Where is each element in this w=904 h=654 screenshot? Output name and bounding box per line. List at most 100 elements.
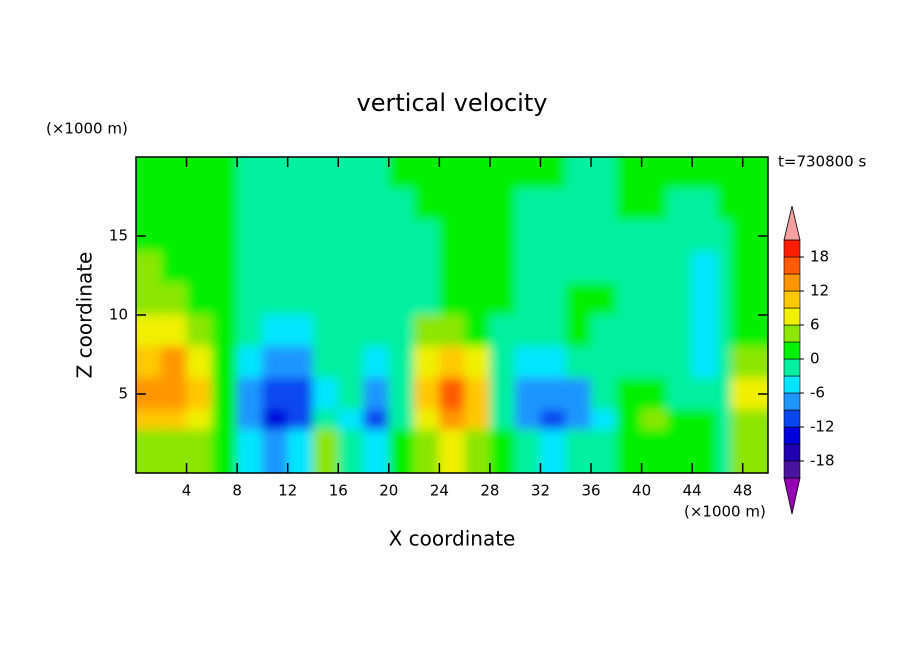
field-cell bbox=[489, 346, 516, 379]
field-cell bbox=[388, 188, 415, 221]
field-cell bbox=[666, 314, 693, 347]
field-cell bbox=[641, 314, 668, 347]
field-cell bbox=[363, 219, 390, 253]
field-cell bbox=[641, 377, 668, 411]
field-cell bbox=[413, 346, 440, 379]
field-cell bbox=[287, 346, 314, 379]
field-cell bbox=[161, 429, 187, 473]
field-cell bbox=[565, 251, 592, 284]
field-cell bbox=[666, 188, 693, 221]
field-cell bbox=[312, 314, 339, 347]
field-cell bbox=[514, 251, 541, 284]
field-cell bbox=[413, 377, 440, 411]
field-cell bbox=[388, 314, 415, 347]
colorbar-band bbox=[783, 375, 801, 394]
x-tick-label: 4 bbox=[182, 482, 192, 500]
field-cell bbox=[730, 346, 768, 379]
field-cell bbox=[262, 429, 288, 473]
field-cell bbox=[439, 377, 465, 411]
colorbar-band bbox=[783, 273, 801, 292]
colorbar-tick-label: -6 bbox=[810, 384, 825, 402]
field-cell bbox=[489, 283, 516, 316]
x-tick-label: 8 bbox=[232, 482, 242, 500]
field-cell bbox=[211, 346, 238, 379]
field-cell bbox=[337, 377, 364, 411]
field-cell bbox=[464, 314, 491, 347]
field-cell bbox=[540, 346, 567, 379]
colorbar-tick-label: -12 bbox=[810, 418, 835, 436]
field-cell bbox=[691, 377, 718, 411]
field-cell bbox=[388, 429, 415, 473]
field-cell bbox=[287, 314, 314, 347]
x-tick-label: 20 bbox=[379, 482, 398, 500]
field-cell bbox=[540, 188, 567, 221]
field-cell bbox=[388, 346, 415, 379]
field-cell bbox=[666, 377, 693, 411]
x-tick-label: 12 bbox=[278, 482, 297, 500]
field-cell bbox=[514, 188, 541, 221]
field-cell bbox=[211, 283, 238, 316]
field-cell bbox=[565, 188, 592, 221]
field-cell bbox=[616, 219, 642, 253]
field-cell bbox=[262, 314, 288, 347]
x-tick-label: 44 bbox=[683, 482, 702, 500]
field-cell bbox=[186, 314, 213, 347]
field-cell bbox=[641, 346, 668, 379]
field-cell bbox=[287, 251, 314, 284]
colorbar-tick-label: -18 bbox=[810, 452, 835, 470]
field-cell bbox=[413, 188, 440, 221]
field-cell bbox=[262, 346, 288, 379]
field-cell bbox=[730, 188, 768, 221]
field-cell bbox=[312, 219, 339, 253]
field-cell bbox=[540, 219, 567, 253]
field-cell bbox=[186, 251, 213, 284]
colorbar-band bbox=[783, 409, 801, 428]
field-cell bbox=[337, 188, 364, 221]
field-cell bbox=[236, 188, 263, 221]
field-cell bbox=[236, 283, 263, 316]
field-cell bbox=[161, 314, 187, 347]
field-cell bbox=[691, 188, 718, 221]
field-cell bbox=[540, 314, 567, 347]
field-cell bbox=[312, 429, 339, 473]
field bbox=[136, 157, 768, 473]
field-cell bbox=[666, 429, 693, 473]
field-cell bbox=[464, 346, 491, 379]
colorbar-band bbox=[783, 460, 801, 479]
field-cell bbox=[439, 188, 465, 221]
field-cell bbox=[666, 219, 693, 253]
colorbar-band bbox=[783, 239, 801, 258]
field-cell bbox=[730, 251, 768, 284]
field-cell bbox=[236, 314, 263, 347]
colorbar-tick-label: 6 bbox=[810, 316, 820, 334]
field-cell bbox=[337, 251, 364, 284]
field-cell bbox=[590, 188, 617, 221]
colorbar-over bbox=[783, 205, 801, 241]
field-cell bbox=[161, 188, 187, 221]
field-cell bbox=[540, 429, 567, 473]
field-cell bbox=[262, 188, 288, 221]
field-cell bbox=[540, 377, 567, 411]
field-cell bbox=[565, 377, 592, 411]
colorbar-band bbox=[783, 290, 801, 309]
field-cell bbox=[641, 429, 668, 473]
field-cell bbox=[439, 314, 465, 347]
x-tick-label: 48 bbox=[733, 482, 752, 500]
field-cell bbox=[161, 251, 187, 284]
field-cell bbox=[641, 283, 668, 316]
field-cell bbox=[312, 251, 339, 284]
field-cell bbox=[691, 314, 718, 347]
field-cell bbox=[236, 429, 263, 473]
field-cell bbox=[161, 219, 187, 253]
field-cell bbox=[186, 188, 213, 221]
field-cell bbox=[514, 377, 541, 411]
field-cell bbox=[616, 188, 642, 221]
field-cell bbox=[312, 377, 339, 411]
field-cell bbox=[161, 346, 187, 379]
field-cell bbox=[565, 219, 592, 253]
field-cell bbox=[211, 251, 238, 284]
field-cell bbox=[489, 429, 516, 473]
field-cell bbox=[337, 219, 364, 253]
